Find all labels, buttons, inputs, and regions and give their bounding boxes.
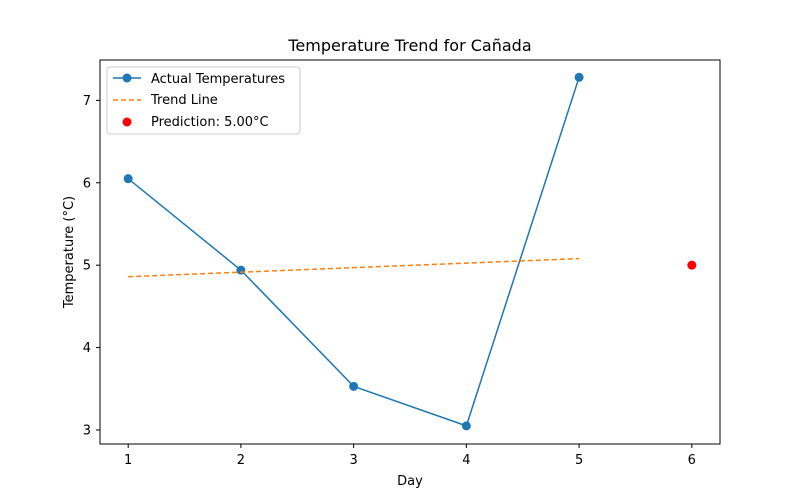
legend-label-trend: Trend Line <box>150 93 218 108</box>
x-axis-label: Day <box>397 474 423 489</box>
y-tick-label: 6 <box>83 176 91 191</box>
prediction-point <box>687 260 697 270</box>
y-tick-label: 7 <box>83 94 91 109</box>
y-tick-label: 5 <box>83 259 91 274</box>
x-tick-label: 1 <box>124 453 132 468</box>
chart-title: Temperature Trend for Cañada <box>287 36 531 55</box>
x-tick-label: 5 <box>575 453 583 468</box>
x-tick-label: 2 <box>237 453 245 468</box>
actual-temperature-point <box>123 174 133 184</box>
y-axis-label: Temperature (°C) <box>62 196 77 309</box>
trend-line <box>128 257 580 278</box>
y-tick-label: 3 <box>83 423 91 438</box>
legend-label-prediction: Prediction: 5.00°C <box>151 115 269 130</box>
legend-marker-actual <box>122 73 132 83</box>
y-axis-ticks: 3 4 5 6 7 <box>83 94 100 438</box>
x-axis-ticks: 1 2 3 4 5 6 <box>124 444 696 468</box>
x-tick-label: 4 <box>462 453 470 468</box>
x-tick-label: 6 <box>688 453 696 468</box>
y-tick-label: 4 <box>83 341 91 356</box>
legend-label-actual: Actual Temperatures <box>151 72 285 87</box>
actual-temperature-point <box>461 421 471 431</box>
series-layer <box>123 72 697 431</box>
legend-marker-prediction <box>122 117 132 127</box>
x-tick-label: 3 <box>349 453 357 468</box>
actual-temperature-point <box>236 265 246 275</box>
legend: Actual Temperatures Trend Line Predictio… <box>106 66 301 135</box>
actual-temperature-point <box>349 381 359 391</box>
legend-frame <box>106 66 301 135</box>
actual-temperature-point <box>574 72 584 82</box>
